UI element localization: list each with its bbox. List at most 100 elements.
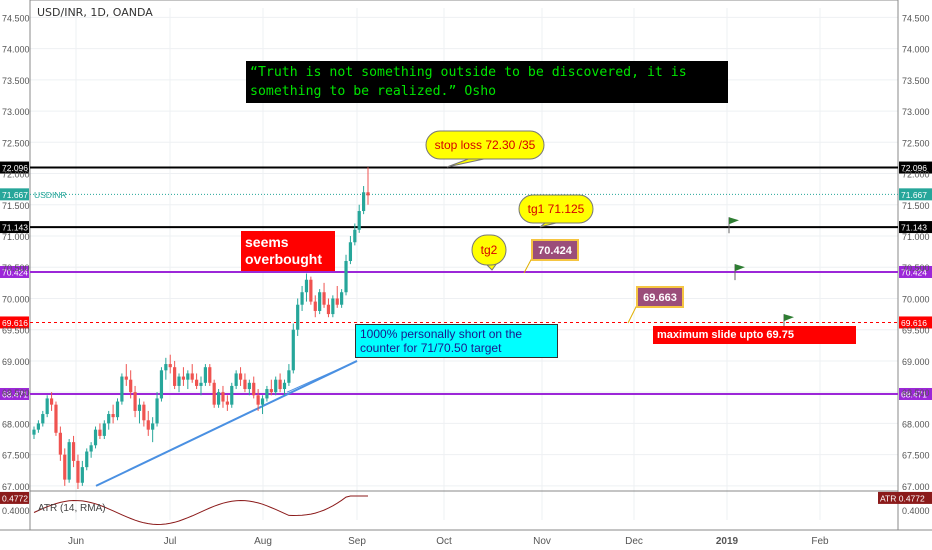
- note-leader-line: [286, 360, 358, 393]
- candle-body: [93, 429, 98, 446]
- candle-body: [348, 242, 353, 261]
- candle-body: [142, 404, 146, 421]
- y-tick-label-left: 71.000: [2, 232, 30, 242]
- price-tag: [899, 221, 932, 234]
- candle-body: [300, 292, 304, 305]
- candles: [32, 167, 370, 489]
- candle-body: [80, 467, 84, 483]
- candle-body: [221, 392, 225, 402]
- x-tick-label: Feb: [811, 536, 829, 547]
- y-tick-label-left: 72.000: [2, 170, 30, 180]
- price-tag-label: 71.143: [901, 223, 927, 233]
- candle-body: [195, 379, 199, 386]
- candle-body: [137, 404, 142, 411]
- flag-icon: [729, 217, 739, 225]
- target-70424-tag: [531, 239, 579, 261]
- y-tick-label-left: 67.500: [2, 451, 30, 461]
- candle-body: [129, 379, 133, 393]
- candle-body: [111, 414, 115, 418]
- y-tick-label-left: 70.000: [2, 294, 30, 304]
- y-tick-label-right: 68.500: [902, 388, 930, 398]
- price-tag: [899, 265, 932, 278]
- candle-body: [234, 373, 238, 386]
- quote-box: “Truth is not something outside to be di…: [246, 61, 728, 103]
- candle-body: [243, 379, 247, 390]
- y-tick-label-right: 72.500: [902, 138, 930, 148]
- candle-body: [287, 370, 291, 383]
- candle-body: [164, 364, 168, 371]
- y-tick-label-right: 71.000: [902, 232, 930, 242]
- x-tick-label: Dec: [625, 536, 643, 547]
- y-tick-label-right: 70.500: [902, 263, 930, 273]
- series-label: USDINR: [34, 190, 67, 200]
- candle-body: [278, 379, 282, 390]
- atr-tag-left-label: 0.4772: [2, 493, 28, 503]
- x-tick-label: 2019: [716, 536, 739, 547]
- price-tag-label: 70.424: [901, 267, 927, 277]
- candle-body: [335, 298, 339, 305]
- candle-body: [120, 376, 124, 402]
- price-tag-label: 71.143: [2, 223, 28, 233]
- candle-body: [133, 392, 137, 411]
- candle-body: [58, 432, 62, 455]
- flag-icon: [735, 264, 745, 272]
- y-tick-label-right: 70.000: [902, 294, 930, 304]
- overbought-label: seems overbought: [241, 231, 335, 271]
- candle-body: [212, 382, 216, 405]
- candle-body: [313, 301, 317, 311]
- price-tag: [0, 387, 29, 400]
- candle-body: [173, 367, 177, 386]
- candle-body: [252, 382, 256, 396]
- y-tick-label-left: 68.500: [2, 388, 30, 398]
- price-tag: [899, 387, 932, 400]
- y-tick-label-right: 73.000: [902, 107, 930, 117]
- y-tick-label-left: 69.000: [2, 357, 30, 367]
- candle-body: [186, 373, 190, 380]
- price-tag: [0, 221, 29, 234]
- candle-body: [344, 260, 348, 293]
- candle-body: [247, 382, 251, 390]
- candle-body: [199, 382, 203, 386]
- stop-loss-bubble: [425, 130, 545, 160]
- price-tag: [0, 265, 29, 278]
- x-tick-label: Nov: [533, 536, 551, 547]
- candle-body: [238, 373, 243, 380]
- candle-body: [49, 398, 54, 405]
- candle-body: [340, 292, 344, 305]
- price-tag-label: 71.667: [901, 190, 927, 200]
- price-tag: [0, 161, 29, 174]
- y-tick-label-left: 72.500: [2, 138, 30, 148]
- candle-body: [322, 292, 326, 305]
- callouts: stop loss 72.30 /35 tg1 71.125 tg2 70.424 69…: [425, 130, 684, 324]
- y-tick-label-left: 74.500: [2, 13, 30, 23]
- candle-body: [67, 442, 71, 480]
- candle-body: [225, 401, 229, 405]
- x-tick-label: Sep: [348, 536, 366, 547]
- candle-body: [168, 364, 172, 368]
- trend-line[interactable]: [95, 360, 358, 487]
- atr-tag-left: [0, 491, 29, 504]
- candle-body: [309, 279, 313, 302]
- atr-tag-right: [878, 491, 932, 504]
- y-tick-label-left: 71.500: [2, 201, 30, 211]
- y-tick-label-left: 67.000: [2, 482, 30, 492]
- price-tag-label: 70.424: [2, 267, 28, 277]
- candle-body: [85, 451, 89, 468]
- candle-body: [291, 329, 295, 371]
- candle-body: [353, 229, 357, 243]
- tg2-bubble: [471, 234, 507, 266]
- y-tick-label-right: 74.000: [902, 45, 930, 55]
- y-tick-label-left: 69.500: [2, 326, 30, 336]
- y-axis-left: 67.000 67.500 68.000 68.500 69.000 69.500 70.0…: [2, 13, 30, 492]
- candle-body: [282, 382, 287, 390]
- candle-body: [362, 192, 366, 212]
- x-tick-label: Jun: [68, 536, 84, 547]
- target-70424-tag-leader: [523, 257, 533, 274]
- candle-body: [318, 292, 322, 311]
- tg2-bubble-text: tg2: [481, 243, 498, 257]
- candle-body: [63, 454, 67, 480]
- price-tag-label: 68.471: [901, 389, 927, 399]
- target-69663-tag-text: 69.663: [643, 292, 677, 304]
- candle-body: [269, 389, 273, 393]
